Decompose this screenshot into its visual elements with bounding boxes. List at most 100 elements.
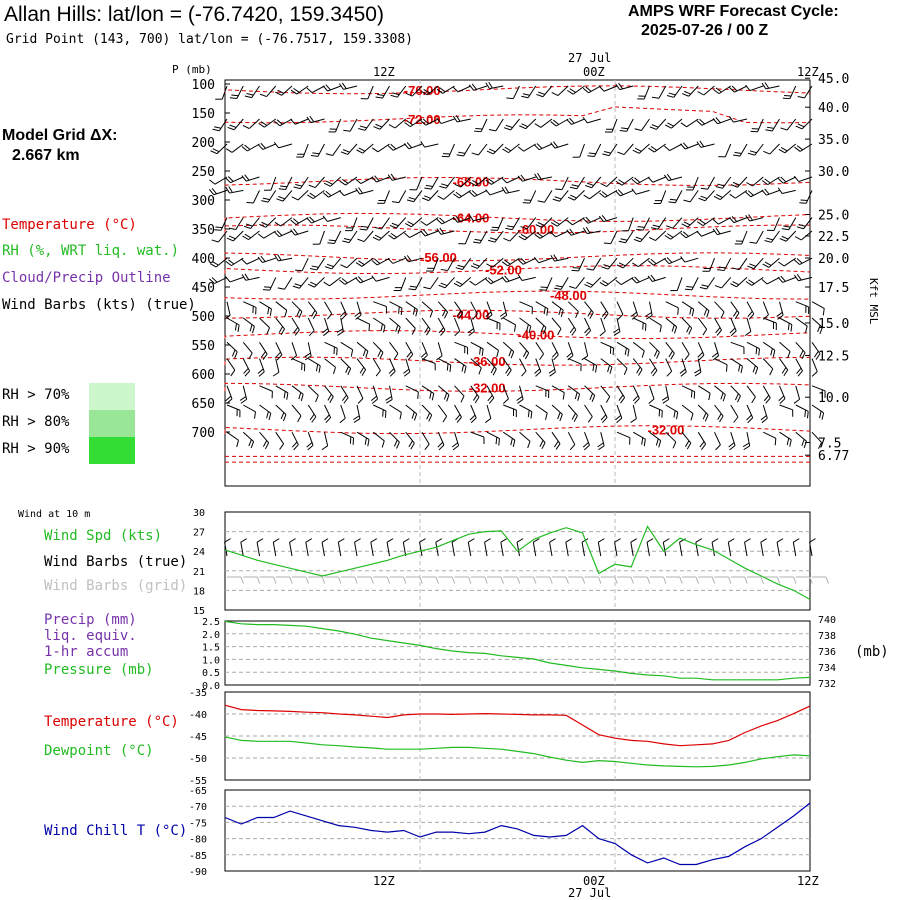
forecast-cycle-label: AMPS WRF Forecast Cycle: <box>628 3 839 20</box>
legend-rh90-swatch <box>89 437 135 464</box>
wind-barb-r14-c31 <box>730 404 739 423</box>
wind-barb-r2-c27 <box>648 143 667 153</box>
height-tick-label-2: 35.0 <box>818 133 849 148</box>
bottom-time-label-2: 00Z <box>583 874 605 888</box>
wind-barb-r2-c12 <box>403 142 423 150</box>
pressure-tick-label-right-1: 738 <box>818 631 836 642</box>
wind-barb-r12-c18 <box>519 358 527 377</box>
temperature-contour-7 <box>224 290 811 300</box>
wind-barb-r6-c24 <box>603 230 618 245</box>
wind-barb-r13-c30 <box>714 385 726 402</box>
wind-barb-r4-c26 <box>631 188 650 195</box>
wind-barb-r11-c25 <box>632 341 645 358</box>
legend-rh: RH (%, WRT liq. wat.) <box>2 243 180 259</box>
wind-barb-r5-c9 <box>359 217 374 231</box>
wind-barb-r4-c5 <box>291 190 309 201</box>
wind-barb-r11-c29 <box>697 342 705 361</box>
wind-barb-r7-c6 <box>309 257 325 271</box>
wind-barb-r10-c26 <box>649 317 662 333</box>
surface-wind-barb-true-31 <box>727 538 735 557</box>
wind-barb-r3-c8 <box>339 176 358 186</box>
wind-barb-r2-c6 <box>310 143 325 157</box>
wind-barb-r14-c2 <box>259 404 272 421</box>
wind-barb-r0-c29 <box>682 85 699 97</box>
wind-barb-r13-c15 <box>470 385 480 404</box>
wind-barb-r8-c8 <box>339 276 358 285</box>
wind-barb-r12-c19 <box>534 358 542 377</box>
wind-barb-r6-c7 <box>327 230 342 244</box>
wind-barb-r8-c21 <box>554 277 569 290</box>
wind-barb-r15-c11 <box>405 431 415 450</box>
wind-barb-r13-c27 <box>661 385 670 404</box>
wind-barb-r7-c5 <box>295 257 309 272</box>
wind-barb-r13-c20 <box>551 385 565 400</box>
page-title: Allan Hills: lat/lon = (-76.7420, 159.34… <box>4 3 384 26</box>
surface-wind-barb-grid-5 <box>308 576 326 584</box>
wind-barb-r4-c1 <box>225 186 244 194</box>
wind-barb-r13-c10 <box>385 385 393 404</box>
wind-barb-r14-c25 <box>630 404 637 423</box>
wind-barb-r13-c0 <box>225 385 233 404</box>
wind-barb-r7-c36 <box>794 257 813 266</box>
wind-barb-r4-c4 <box>276 190 293 202</box>
surface-wind-barb-grid-14 <box>454 576 472 584</box>
wind-barb-r15-c27 <box>665 431 677 449</box>
wind-barb-r5-c1 <box>228 217 244 230</box>
height-tick-label-5: 22.5 <box>818 230 849 245</box>
wind-barb-r1-c1 <box>227 118 244 131</box>
wind-barb-r10-c7 <box>336 317 344 336</box>
wind-barb-r4-c33 <box>745 189 764 198</box>
surface-wind-barb-true-13 <box>435 538 443 557</box>
wind-barb-r12-c2 <box>257 358 265 377</box>
wind-barb-r10-c33 <box>763 317 777 331</box>
wind-barb-r8-c32 <box>730 277 748 288</box>
wind-barb-r8-c17 <box>485 276 504 285</box>
wind-barb-r9-c24 <box>616 301 624 320</box>
pressure-tick-label-0: 100 <box>192 78 215 93</box>
wind-barb-r2-c15 <box>456 143 472 157</box>
wind-barb-r5-c33 <box>745 214 764 222</box>
top-date-label: 27 Jul <box>568 51 612 65</box>
wind-barb-r2-c28 <box>664 143 683 152</box>
wind-barb-r14-c17 <box>503 404 517 418</box>
temperature-contour-1 <box>224 106 811 124</box>
wind-barb-r10-c14 <box>454 317 461 337</box>
wind-barb-r15-c36 <box>811 431 822 449</box>
wind-barb-r9-c1 <box>243 301 257 315</box>
wind-barb-r7-c18 <box>501 257 520 267</box>
wind-barb-r11-c8 <box>356 341 369 358</box>
wind-barb-r3-c22 <box>569 176 585 190</box>
wind-barb-r8-c11 <box>393 277 407 291</box>
wind-barb-r3-c28 <box>663 173 683 182</box>
wind-barb-r7-c9 <box>355 257 374 267</box>
wind-barb-r2-c29 <box>680 142 699 150</box>
wind-barb-r10-c35 <box>795 317 808 333</box>
wind-barb-r0-c14 <box>436 85 455 94</box>
wind-barb-r8-c9 <box>355 276 374 284</box>
wind-barb-r10-c34 <box>779 317 793 332</box>
wind-barb-r10-c5 <box>307 317 315 337</box>
wind-barb-r11-c17 <box>502 341 515 359</box>
wind-barb-r0-c32 <box>728 85 748 93</box>
precip-tick-label-4: 0.5 <box>202 668 220 679</box>
temperature-contour-label-0: -76.00 <box>404 83 441 98</box>
wind-barb-r11-c23 <box>600 341 615 356</box>
wind-barb-r12-c8 <box>356 358 367 376</box>
wind-barb-r5-c11 <box>389 217 407 229</box>
surface-wind-barb-grid-7 <box>340 576 358 584</box>
height-tick-label-11: 7.5 <box>818 436 841 451</box>
wind-barb-r7-c21 <box>550 254 569 262</box>
wind-barb-r12-c14 <box>454 358 467 374</box>
wind-barb-r13-c25 <box>632 385 640 404</box>
legend-rh70-label: RH > 70% <box>2 387 70 403</box>
grid-point-subtitle: Grid Point (143, 700) lat/lon = (-76.751… <box>6 32 413 47</box>
surface-pressure-line <box>224 620 811 681</box>
wind-barb-r7-c22 <box>571 257 585 272</box>
wind-barb-r7-c1 <box>225 257 244 267</box>
wind-barb-r0-c28 <box>666 85 683 98</box>
wind-barb-r8-c1 <box>225 276 244 283</box>
wind-barb-r8-c24 <box>599 277 618 287</box>
wind-barb-r3-c34 <box>761 176 780 186</box>
wind-barb-r4-c20 <box>537 190 553 203</box>
